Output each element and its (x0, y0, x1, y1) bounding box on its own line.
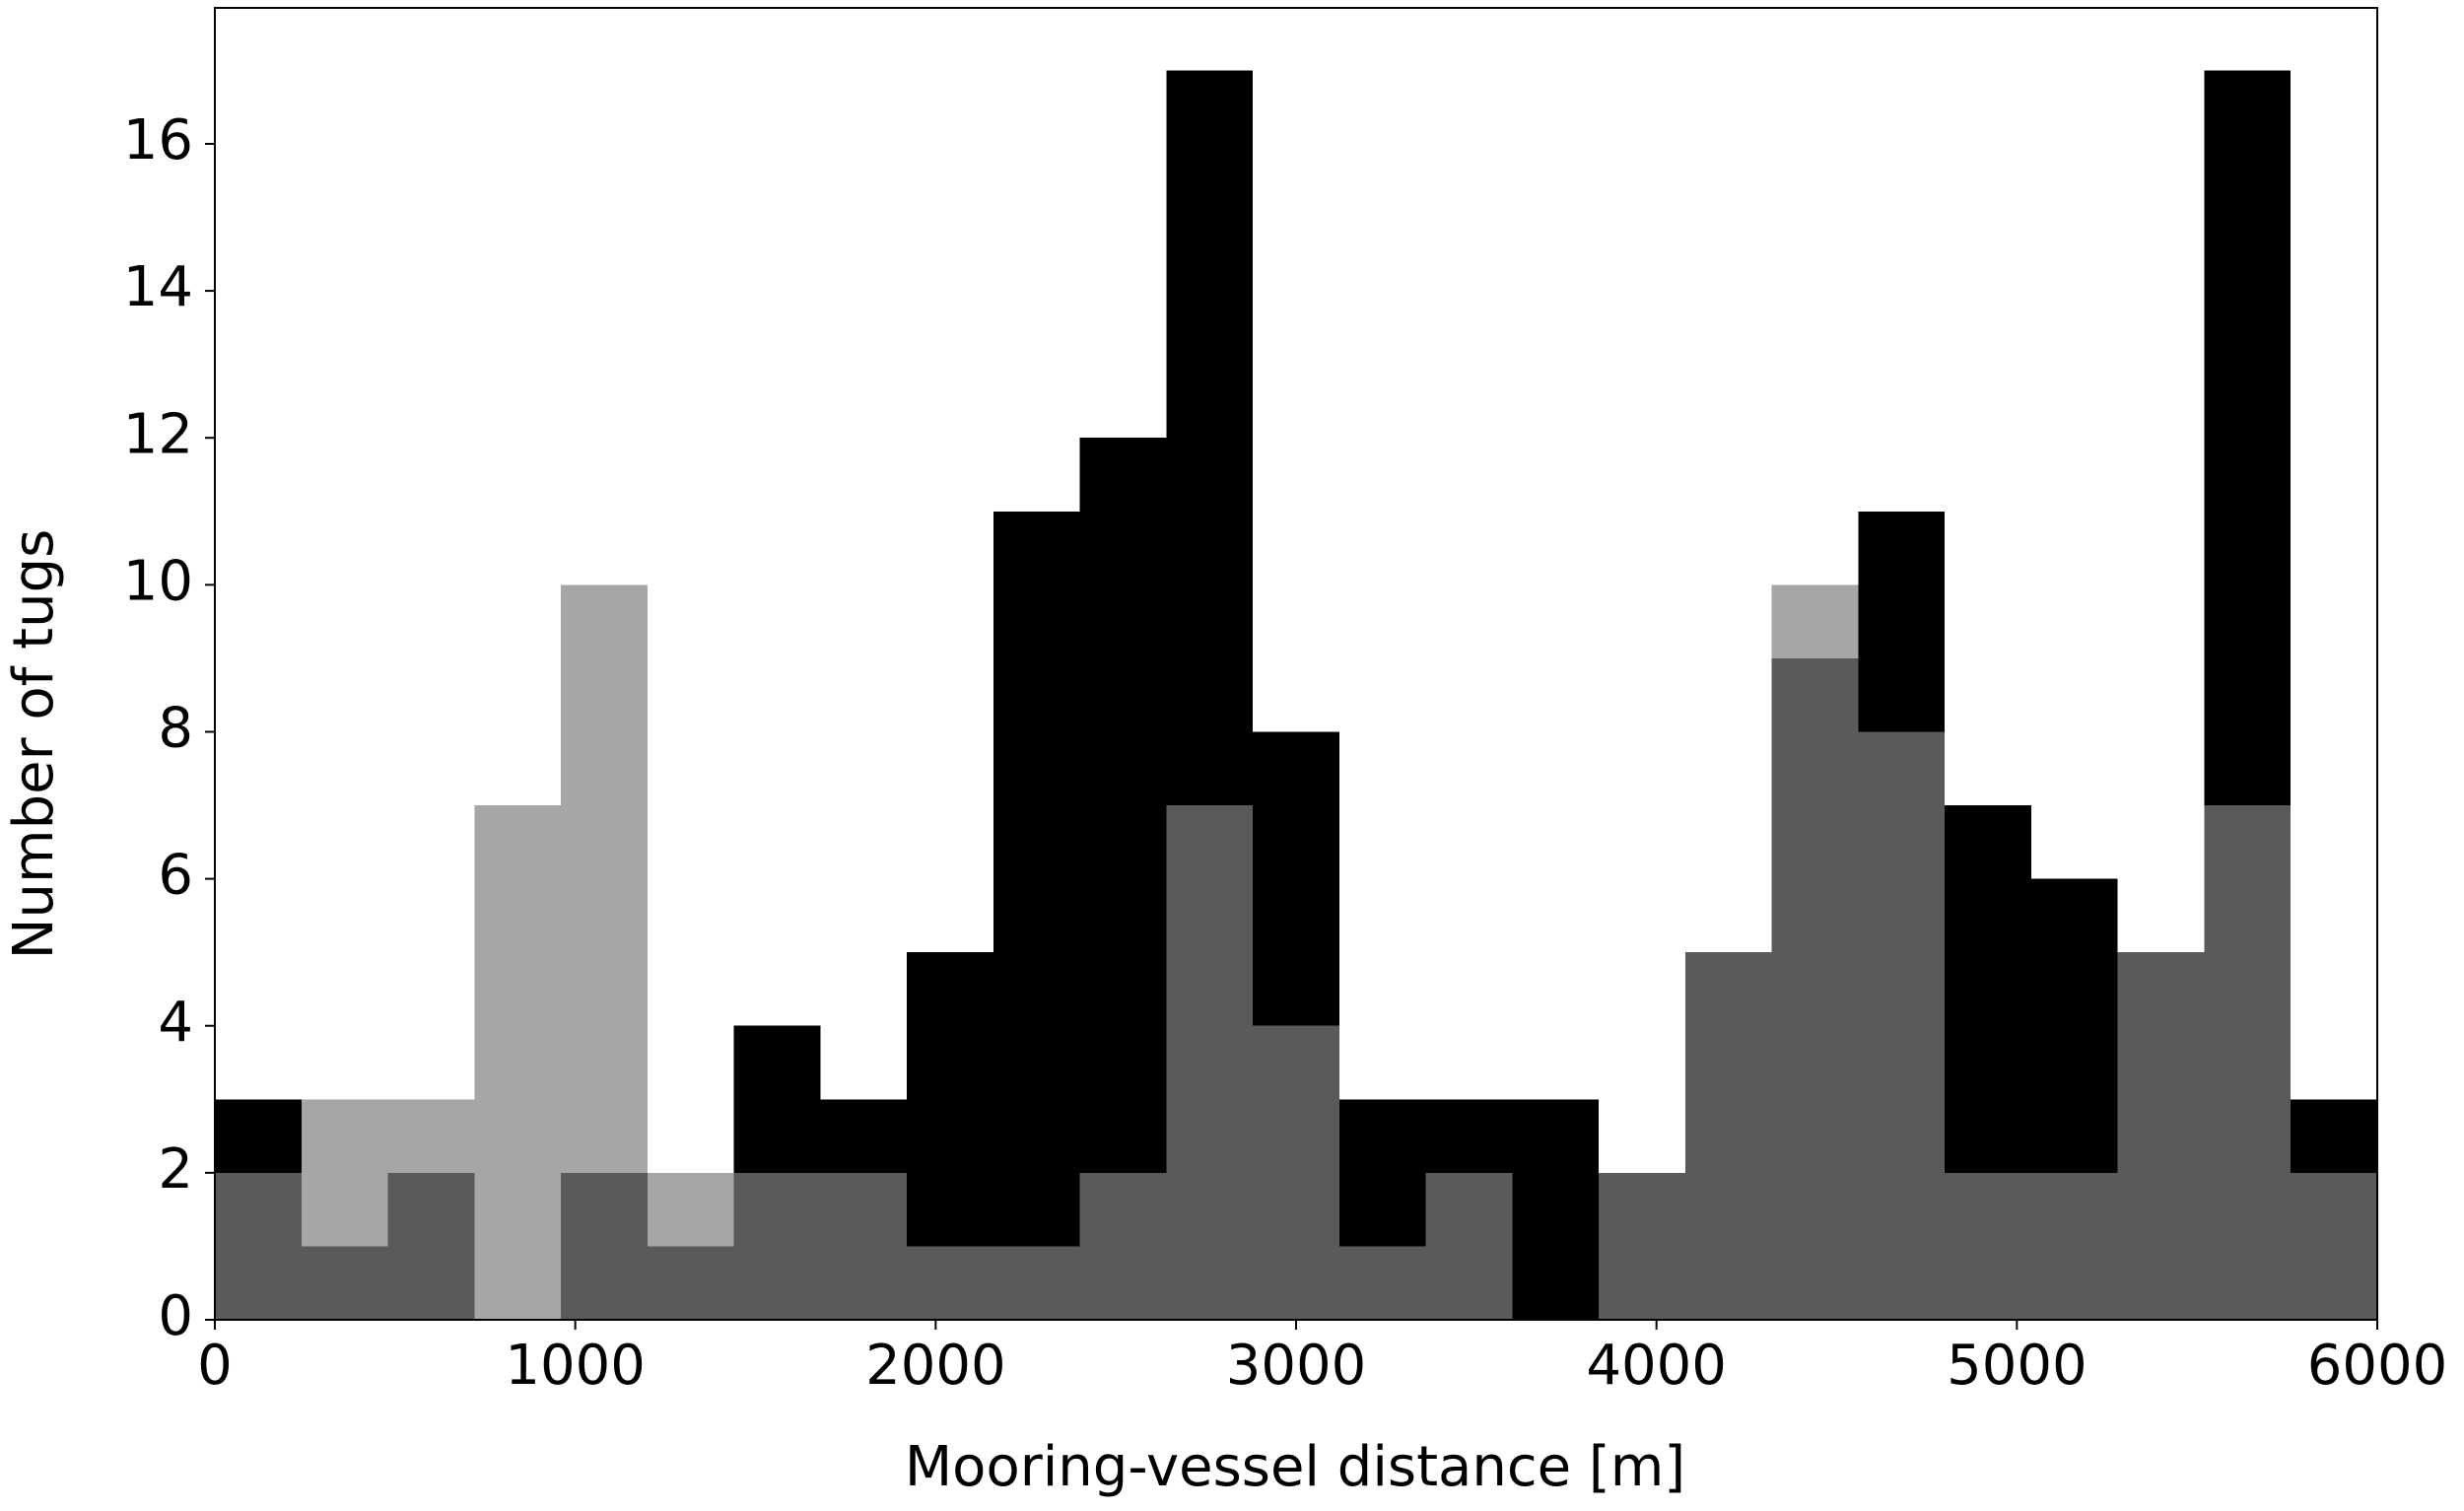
bar (1425, 1172, 1513, 1320)
y-tick-label: 6 (158, 844, 193, 908)
x-tick-label: 5000 (1947, 1334, 2088, 1398)
bar (1945, 1172, 2031, 1320)
bar (733, 1172, 821, 1320)
bar (1599, 1172, 1685, 1320)
bar (2030, 1172, 2118, 1320)
x-tick-label: 2000 (865, 1334, 1006, 1398)
bar (820, 1172, 908, 1320)
bar (992, 511, 1080, 1320)
bar (992, 1246, 1080, 1320)
y-tick-label: 2 (158, 1137, 193, 1202)
bar (215, 1172, 302, 1320)
bar (1338, 1246, 1426, 1320)
x-tick-label: 3000 (1226, 1334, 1367, 1398)
bar (1858, 731, 1946, 1320)
x-tick-label: 0 (197, 1334, 233, 1398)
bar (561, 584, 648, 1320)
y-tick-label: 4 (158, 991, 193, 1055)
y-tick-label: 12 (123, 402, 193, 466)
x-tick-label: 4000 (1586, 1334, 1727, 1398)
bar (1684, 952, 1772, 1320)
x-tick-label: 6000 (2307, 1334, 2448, 1398)
bar (2117, 952, 2205, 1320)
y-tick-label: 0 (158, 1284, 193, 1348)
bar (301, 1099, 388, 1320)
bar (1512, 1099, 1600, 1320)
bar (1166, 805, 1254, 1320)
bar (387, 1099, 475, 1320)
bar (474, 805, 562, 1320)
y-tick-label: 10 (123, 549, 193, 613)
bar (1079, 1172, 1167, 1320)
x-tick-label: 1000 (505, 1334, 646, 1398)
y-tick-label: 8 (158, 697, 193, 761)
y-tick-label: 16 (123, 108, 193, 172)
bar (907, 1246, 993, 1320)
y-tick-label: 14 (123, 255, 193, 319)
bar (1771, 584, 1859, 1320)
bar (2291, 1172, 2377, 1320)
x-axis-label: Mooring-vessel distance [m] (905, 1435, 1685, 1499)
bar (2204, 805, 2292, 1320)
y-axis-label: Number of tugs (2, 529, 66, 960)
bar (647, 1172, 734, 1320)
bar (1253, 1025, 1339, 1320)
